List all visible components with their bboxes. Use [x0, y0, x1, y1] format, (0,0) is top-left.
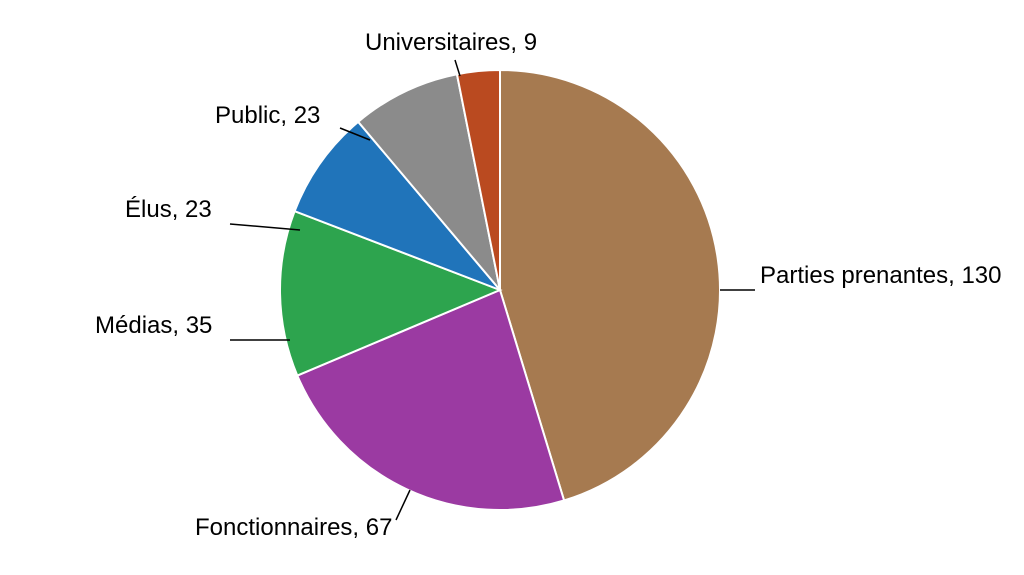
pie-chart: Parties prenantes, 130 Fonctionnaires, 67… [0, 0, 1024, 575]
slice-label: Public, 23 [215, 102, 320, 130]
slice-label: Élus, 23 [125, 196, 212, 224]
slice-label: Fonctionnaires, 67 [195, 514, 392, 542]
slice-label: Médias, 35 [95, 312, 212, 340]
leader-line [396, 490, 410, 520]
slice-label: Universitaires, 9 [365, 29, 537, 57]
slice-label: Parties prenantes, 130 [760, 262, 1002, 290]
